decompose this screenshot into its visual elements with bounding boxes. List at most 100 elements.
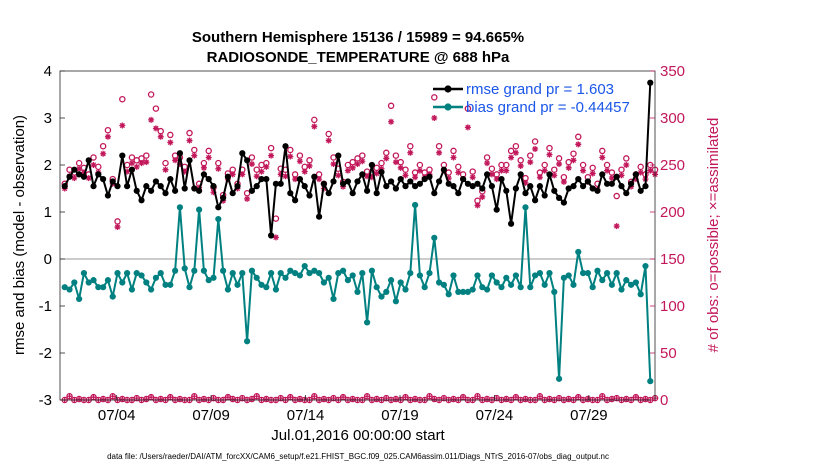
rmse-point <box>282 143 289 150</box>
obs-possible-point <box>546 144 553 152</box>
bias-point <box>431 234 438 241</box>
bias-point <box>292 270 299 277</box>
bias-point <box>387 277 395 284</box>
plot-frame <box>59 70 656 401</box>
y-right-tick-label: 250 <box>660 157 685 174</box>
rmse-point <box>637 187 644 194</box>
bias-point <box>647 378 654 385</box>
rmse-point <box>488 183 495 190</box>
obs-possible-point <box>579 161 587 169</box>
obs-assimilated-point <box>205 154 212 161</box>
obs-assimilated-point <box>128 160 135 167</box>
bias-point <box>383 288 390 295</box>
obs-possible-point <box>383 149 390 157</box>
y-right-tick-label: 300 <box>660 110 685 127</box>
rmse-point <box>320 180 328 187</box>
left-y-axis: -3 -2 -1 0 1 2 3 4 <box>39 63 65 409</box>
rmse-point <box>359 171 366 178</box>
rmse-point <box>397 176 404 183</box>
y-tick-label: -1 <box>39 298 52 315</box>
bias-point <box>272 286 280 293</box>
bias-point <box>61 284 68 291</box>
obs-assimilated-point <box>210 189 217 196</box>
x-tick-label: 07/14 <box>287 407 325 424</box>
obs-assimilated-point <box>580 167 587 174</box>
obs-possible-point <box>450 147 457 155</box>
obs-possible-point <box>215 159 222 167</box>
obs-possible-point <box>354 155 361 162</box>
obs-assimilated-point <box>536 174 543 181</box>
obs-assimilated-point <box>316 176 323 183</box>
rmse-point <box>95 171 102 178</box>
bias-point <box>128 286 136 293</box>
rmse-point <box>383 183 390 190</box>
bias-point <box>411 201 419 209</box>
legend-rmse-label: rmse grand pr = 1.603 <box>466 81 614 98</box>
chart-title-line1: Southern Hemisphere 15136 / 15989 = 94.6… <box>192 29 524 46</box>
y-right-tick-label: 50 <box>660 345 677 362</box>
obs-possible-point <box>191 146 198 154</box>
bias-point <box>220 267 227 274</box>
obs-assimilated-point <box>368 174 375 181</box>
x-tick-label: 07/19 <box>381 407 419 424</box>
obs-assimilated-point <box>148 116 155 123</box>
rmse-point <box>224 173 232 180</box>
rmse-point <box>215 204 222 211</box>
obs-assimilated-point <box>311 123 318 130</box>
bias-point <box>517 284 524 291</box>
rmse-point <box>551 187 558 194</box>
rmse-point <box>335 152 342 159</box>
y-tick-label: 1 <box>44 204 52 221</box>
obs-possible-point <box>167 131 174 139</box>
obs-assimilated-point <box>455 169 462 176</box>
obs-assimilated-bottom-point <box>148 394 155 401</box>
obs-assimilated-point <box>325 137 332 144</box>
bias-point <box>253 274 260 281</box>
rmse-point <box>642 183 649 190</box>
rmse-point <box>220 194 227 201</box>
bias-point <box>512 272 519 279</box>
obs-assimilated-point <box>133 163 140 170</box>
bias-point <box>541 281 548 288</box>
rmse-point <box>627 180 635 187</box>
rmse-point <box>316 213 323 220</box>
obs-assimilated-point <box>608 175 615 182</box>
rmse-point <box>507 220 515 227</box>
x-axis: 07/04 07/09 07/14 07/19 07/24 07/29 <box>98 395 608 424</box>
obs-assimilated-bottom-point <box>426 393 433 400</box>
obs-assimilated-point <box>100 150 107 157</box>
obs-possible-point <box>555 155 563 162</box>
rmse-point <box>263 176 270 183</box>
bias-point <box>397 279 404 286</box>
rmse-point <box>229 190 236 197</box>
obs-assimilated-point <box>268 152 275 159</box>
bias-series-group <box>61 201 654 385</box>
y-right-tick-label: 200 <box>660 204 685 221</box>
obs-assimilated-point <box>392 159 399 166</box>
rmse-point <box>133 187 140 194</box>
rmse-point <box>258 176 265 183</box>
rmse-point <box>469 183 476 190</box>
obs-assimilated-point <box>301 168 308 175</box>
bias-point <box>191 267 198 274</box>
x-tick-label: 07/24 <box>476 407 514 424</box>
bias-point <box>296 272 304 279</box>
obs-assimilated-point <box>436 149 443 156</box>
obs-possible-point <box>512 142 520 150</box>
bias-point <box>311 267 318 274</box>
bias-point <box>608 281 615 288</box>
rmse-point <box>138 197 145 204</box>
obs-possible-point <box>75 159 83 167</box>
bias-point <box>469 286 476 293</box>
rmse-point <box>80 173 88 180</box>
obs-assimilated-point <box>296 158 303 165</box>
obs-assimilated-point <box>613 223 620 230</box>
bias-point <box>157 270 164 277</box>
rmse-point <box>431 190 438 197</box>
rmse-point <box>330 178 337 185</box>
obs-possible-point <box>186 129 193 137</box>
obs-possible-point <box>570 150 577 157</box>
bias-point <box>623 277 630 284</box>
obs-assimilated-point <box>474 202 481 209</box>
obs-assimilated-point <box>272 234 279 241</box>
